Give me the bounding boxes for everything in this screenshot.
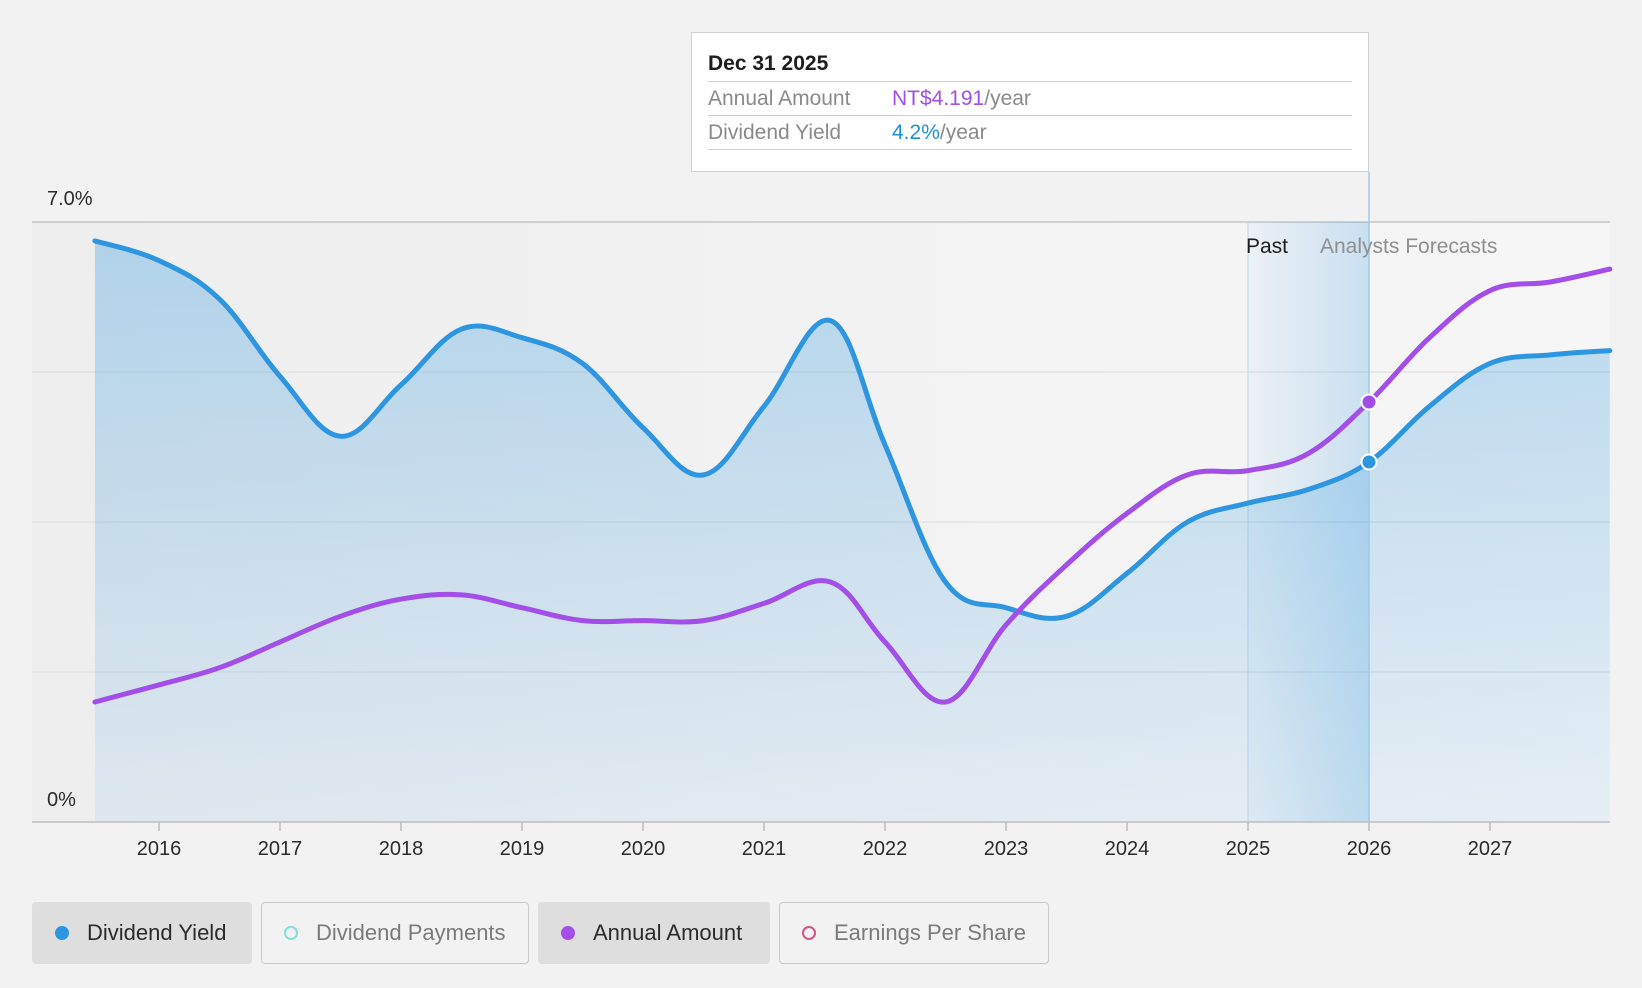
tooltip-row-annual-amount: Annual Amount NT$4.191 /year xyxy=(708,82,1352,116)
tooltip-date: Dec 31 2025 xyxy=(708,49,1352,82)
legend-annual-amount[interactable]: Annual Amount xyxy=(538,902,770,964)
annual-amount-marker xyxy=(1360,393,1378,411)
legend-label: Dividend Payments xyxy=(316,920,506,945)
x-tick-label: 2024 xyxy=(1105,838,1150,860)
legend-dividend-yield[interactable]: Dividend Yield xyxy=(32,902,252,964)
legend-ring-icon xyxy=(802,926,816,940)
x-tick-label: 2017 xyxy=(258,838,303,860)
x-tick-label: 2022 xyxy=(863,838,908,860)
x-axis-ticks: 2016 2017 2018 2019 2020 2021 2022 2023 2024 2025… xyxy=(137,822,1513,860)
dividend-chart: 2016 2017 2018 2019 2020 2021 2022 2023 2024 2025… xyxy=(32,172,1613,860)
x-tick-label: 2018 xyxy=(379,838,424,860)
x-tick-label: 2021 xyxy=(742,838,787,860)
x-tick-label: 2026 xyxy=(1347,838,1392,860)
dividend-yield-area xyxy=(94,240,1610,822)
tooltip-value: NT$4.191 xyxy=(892,87,985,110)
dividend-yield-line xyxy=(92,238,1613,621)
legend-label: Earnings Per Share xyxy=(834,920,1026,945)
x-tick-label: 2025 xyxy=(1226,838,1271,860)
legend-earnings-per-share[interactable]: Earnings Per Share xyxy=(779,902,1049,964)
legend-label: Annual Amount xyxy=(593,920,743,945)
x-tick-label: 2019 xyxy=(500,838,545,860)
legend-ring-icon xyxy=(284,926,298,940)
hover-markers xyxy=(1360,393,1378,471)
legend-label: Dividend Yield xyxy=(87,920,227,945)
chart-tooltip: Dec 31 2025 Annual Amount NT$4.191 /year… xyxy=(691,32,1369,172)
tooltip-suffix: /year xyxy=(939,121,987,144)
y-axis-bottom-label: 0% xyxy=(47,789,76,811)
x-tick-label: 2027 xyxy=(1468,838,1513,860)
tooltip-value: 4.2% xyxy=(892,121,940,144)
legend-dividend-payments[interactable]: Dividend Payments xyxy=(261,902,529,964)
x-tick-label: 2016 xyxy=(137,838,182,860)
tooltip-key: Dividend Yield xyxy=(708,121,842,144)
legend-dot-icon xyxy=(55,926,69,940)
x-tick-label: 2023 xyxy=(984,838,1029,860)
dividend-yield-marker xyxy=(1360,453,1378,471)
y-axis-top-label: 7.0% xyxy=(47,188,93,210)
tooltip-key: Annual Amount xyxy=(708,87,851,110)
x-tick-label: 2020 xyxy=(621,838,666,860)
past-region-label: Past xyxy=(1246,235,1288,258)
legend-dot-icon xyxy=(561,926,575,940)
annual-amount-line xyxy=(92,266,1613,705)
tooltip-suffix: /year xyxy=(984,87,1031,110)
tooltip-row-dividend-yield: Dividend Yield 4.2% /year xyxy=(708,116,1352,150)
forecast-region-label: Analysts Forecasts xyxy=(1320,235,1497,258)
chart-legend: Dividend Yield Dividend Payments Annual … xyxy=(32,902,1049,964)
